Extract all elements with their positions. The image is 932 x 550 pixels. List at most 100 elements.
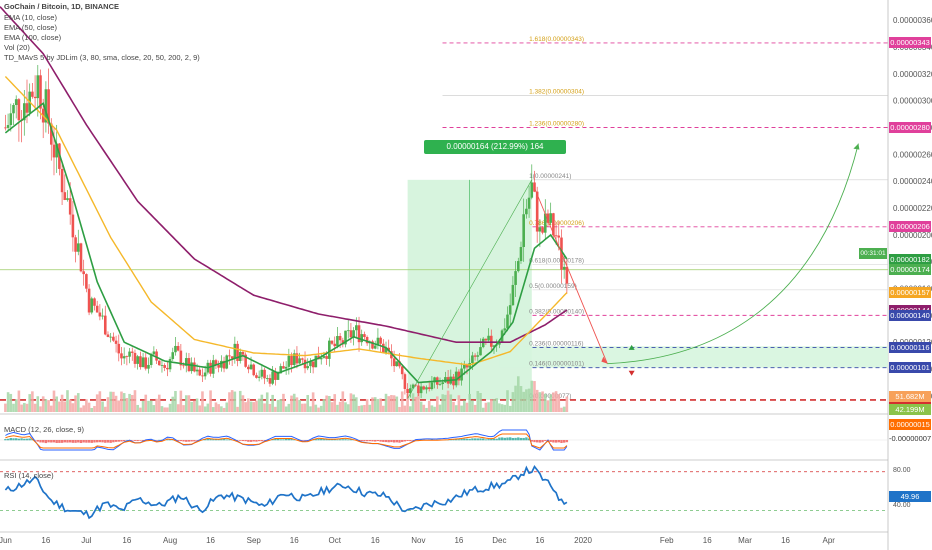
- volume-bar: [120, 391, 123, 412]
- macd-histogram-bar: [179, 440, 183, 442]
- macd-histogram-bar: [276, 438, 280, 441]
- candle-body: [125, 356, 129, 357]
- volume-bar: [522, 391, 525, 412]
- candle-body: [228, 355, 231, 357]
- macd-histogram-bar: [314, 439, 318, 441]
- candle-body: [263, 369, 266, 379]
- macd-histogram-bar: [52, 440, 56, 443]
- macd-histogram-bar: [347, 439, 350, 441]
- indicator-ema100: EMA (100, close): [4, 33, 62, 42]
- candle-body: [376, 337, 380, 346]
- ema50-line: [4, 76, 568, 366]
- macd-histogram-bar: [90, 440, 93, 443]
- ema100-line: [0, 6, 568, 344]
- volume-bar: [411, 393, 415, 412]
- volume-bar: [265, 392, 269, 412]
- macd-histogram-bar: [490, 438, 493, 441]
- candle-body: [476, 355, 480, 357]
- macd-histogram-bar: [122, 440, 126, 441]
- candle-body: [244, 354, 247, 367]
- volume-bar: [63, 401, 67, 412]
- candle-body: [422, 386, 426, 390]
- volume-bar: [244, 402, 247, 412]
- candle-body: [71, 214, 75, 238]
- candle-body: [328, 340, 331, 359]
- volume-bar: [282, 393, 285, 412]
- volume-bar: [66, 390, 69, 412]
- macd-histogram-bar: [9, 438, 12, 441]
- projection-down-line: [534, 187, 608, 364]
- volume-bar: [182, 405, 185, 412]
- volume-bar: [263, 403, 266, 412]
- macd-histogram-bar: [471, 438, 474, 441]
- candle-body: [538, 227, 542, 232]
- macd-histogram-bar: [549, 440, 552, 442]
- ema-lines: [0, 6, 568, 384]
- macd-histogram-bar: [554, 440, 558, 443]
- candle-body: [465, 364, 469, 368]
- volume-bar: [90, 407, 94, 412]
- volume-bar: [387, 396, 391, 412]
- volume-bar: [160, 406, 164, 412]
- volume-bar: [33, 403, 37, 412]
- volume-bar: [9, 393, 13, 412]
- macd-histogram-bar: [176, 440, 180, 441]
- macd-histogram-bar: [506, 437, 509, 441]
- candle-body: [60, 168, 64, 193]
- volume-bar: [152, 405, 156, 412]
- macd-histogram-bar: [55, 440, 58, 443]
- macd-histogram-bar: [14, 438, 18, 441]
- macd-histogram-bar: [398, 440, 401, 443]
- volume-bars: [4, 376, 569, 412]
- candle-body: [441, 382, 444, 385]
- volume-bar: [93, 406, 96, 412]
- volume-bar: [473, 404, 477, 412]
- macd-histogram-bar: [390, 440, 393, 443]
- candle-body: [525, 208, 528, 215]
- macd-histogram-bar: [85, 440, 88, 443]
- macd-histogram-bar: [249, 440, 253, 442]
- volume-bar: [371, 397, 374, 412]
- candle-body: [311, 361, 315, 368]
- candle-body: [198, 369, 202, 376]
- candle-body: [473, 355, 477, 357]
- macd-histogram-bar: [17, 438, 21, 441]
- macd-histogram-bar: [141, 440, 145, 441]
- rsi-level-40: 40.00: [893, 502, 911, 509]
- candle-body: [82, 271, 85, 275]
- candle-body: [409, 388, 412, 394]
- volume-bar: [554, 391, 558, 412]
- volume-bar: [438, 404, 442, 412]
- y-tick-label: 0.00000200: [893, 231, 932, 240]
- volume-bar: [328, 396, 331, 412]
- volume-bar: [427, 400, 431, 412]
- volume-bar: [360, 405, 364, 412]
- candle-body: [222, 360, 226, 369]
- volume-bar: [430, 405, 434, 412]
- volume-bar: [198, 405, 202, 412]
- macd-histogram-bar: [182, 440, 185, 442]
- candle-body: [519, 247, 523, 262]
- candle-body: [122, 356, 126, 359]
- volume-bar: [187, 395, 191, 412]
- price-tag: 0.00000116: [889, 342, 931, 354]
- candle-body: [522, 214, 525, 248]
- candle-body: [184, 358, 188, 366]
- candle-body: [117, 343, 121, 354]
- candle-body: [95, 305, 99, 313]
- macd-histogram-bar: [411, 440, 415, 441]
- candle-body: [182, 365, 185, 367]
- volume-bar: [201, 391, 204, 412]
- volume-bar: [560, 407, 563, 412]
- macd-histogram-bar: [284, 438, 288, 441]
- candle-body: [430, 382, 434, 390]
- fib-label: 1.618(0.00000343): [529, 36, 584, 43]
- macd-histogram-bar: [87, 440, 91, 443]
- volume-bar: [133, 390, 137, 412]
- macd-histogram-bar: [44, 440, 48, 444]
- macd-label: MACD (12, 26, close, 9): [4, 425, 85, 434]
- candle-body: [552, 213, 555, 236]
- macd-histogram-bar: [217, 439, 220, 441]
- x-tick-label: Apr: [822, 536, 835, 545]
